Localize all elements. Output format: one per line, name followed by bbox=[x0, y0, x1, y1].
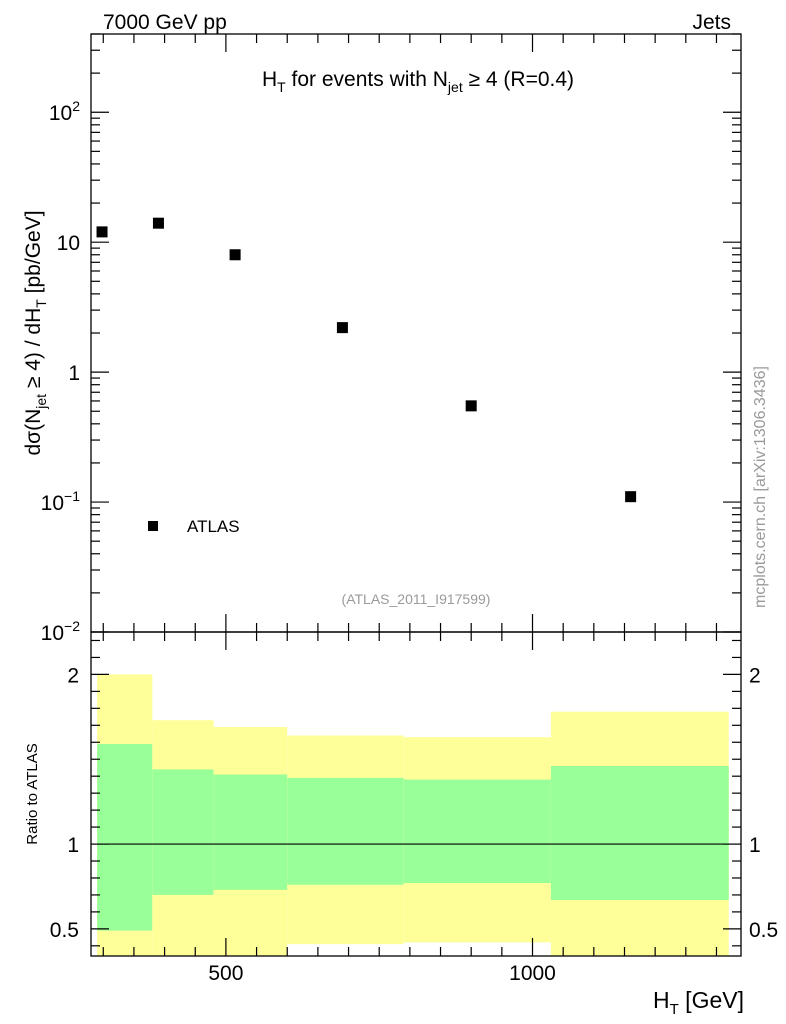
analysis-label: (ATLAS_2011_I917599) bbox=[342, 591, 491, 607]
y-axis-label: dσ(Njet ≥ 4) / dHT [pb/GeV] bbox=[22, 210, 49, 455]
ratio-y-tick-label: 1 bbox=[67, 834, 79, 857]
data-point bbox=[625, 491, 637, 503]
main-y-ticks bbox=[91, 33, 741, 633]
legend-label: ATLAS bbox=[187, 517, 240, 536]
main-x-ticks bbox=[102, 34, 718, 632]
uncertainty-bands bbox=[97, 674, 729, 956]
data-point bbox=[229, 249, 241, 261]
data-point bbox=[465, 400, 477, 412]
data-points bbox=[96, 217, 637, 503]
ratio-y-tick-label-right: 1 bbox=[749, 834, 761, 857]
x-axis-label: HT [GeV] bbox=[653, 987, 744, 1018]
ratio-y-tick-label: 2 bbox=[67, 664, 79, 687]
ratio-ticks bbox=[91, 632, 741, 956]
inner-band bbox=[403, 779, 551, 884]
data-point bbox=[96, 226, 108, 238]
side-watermark: mcplots.cern.ch [arXiv:1306.3436] bbox=[752, 366, 769, 608]
ratio-y-tick-label-right: 2 bbox=[749, 664, 761, 687]
y-tick-label: 10−2 bbox=[41, 618, 81, 645]
ratio-panel: 0.5 0.5 1 1 2 2 500 1000 Ratio to ATLAS HT [GeV… bbox=[24, 631, 778, 1018]
inner-band bbox=[97, 743, 153, 931]
observable-label: Jets bbox=[692, 11, 731, 34]
data-point bbox=[336, 322, 348, 334]
inner-band bbox=[152, 769, 214, 895]
data-point bbox=[152, 217, 164, 229]
legend: ATLAS bbox=[148, 517, 240, 536]
ratio-frame bbox=[90, 631, 742, 957]
y-tick-label: 1 bbox=[68, 362, 80, 385]
main-y-tick-labels: 102 10 1 10−1 10−2 bbox=[41, 98, 81, 645]
y-tick-label: 10 bbox=[57, 232, 80, 255]
main-frame bbox=[90, 33, 742, 633]
y-tick-label: 10−1 bbox=[41, 488, 81, 515]
inner-band bbox=[550, 766, 729, 901]
ratio-y-tick-label-right: 0.5 bbox=[749, 919, 778, 942]
energy-label: 7000 GeV pp bbox=[103, 11, 227, 34]
ratio-tick-labels: 0.5 0.5 1 1 2 2 500 1000 bbox=[50, 664, 778, 985]
y-tick-label: 102 bbox=[49, 98, 80, 125]
ratio-y-tick-label: 0.5 bbox=[50, 919, 79, 942]
x-tick-label: 500 bbox=[208, 962, 243, 985]
main-panel: 102 10 1 10−1 10−2 HT for events with Njet ≥… bbox=[22, 33, 742, 645]
chart-title: HT for events with Njet ≥ 4 (R=0.4) bbox=[262, 68, 574, 95]
ratio-y-axis-label: Ratio to ATLAS bbox=[24, 743, 41, 844]
x-tick-label: 1000 bbox=[509, 962, 556, 985]
inner-band bbox=[287, 777, 404, 885]
inner-band bbox=[213, 774, 288, 890]
legend-marker bbox=[148, 521, 158, 531]
